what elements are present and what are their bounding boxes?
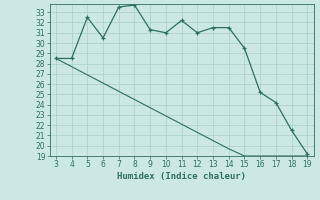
X-axis label: Humidex (Indice chaleur): Humidex (Indice chaleur) bbox=[117, 172, 246, 181]
